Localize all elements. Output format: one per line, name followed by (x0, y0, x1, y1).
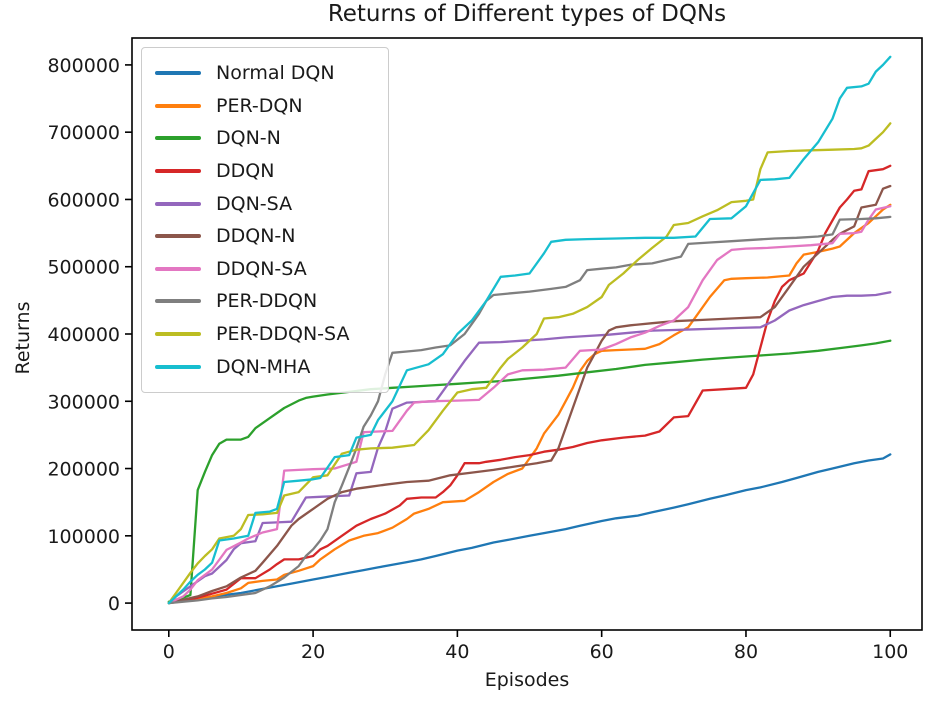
legend-swatch (155, 234, 201, 239)
chart-title: Returns of Different types of DQNs (327, 1, 727, 27)
legend: Normal DQN PER-DQN DQN-N DDQN DQN-SA DDQ… (141, 47, 389, 393)
legend-item: PER-DDQN (155, 285, 375, 318)
legend-swatch (155, 266, 201, 271)
legend-item: DDQN (155, 155, 375, 188)
y-tick-label: 400000 (47, 324, 120, 346)
y-tick-label: 0 (108, 593, 120, 615)
y-tick-label: 700000 (47, 122, 120, 144)
legend-item: DDQN-SA (155, 253, 375, 286)
x-tick-label: 40 (445, 641, 469, 663)
legend-item: Normal DQN (155, 57, 375, 90)
legend-label: Normal DQN (216, 62, 335, 85)
legend-item: PER-DDQN-SA (155, 318, 375, 351)
legend-label: DQN-MHA (216, 355, 311, 378)
legend-item: DQN-N (155, 122, 375, 155)
y-axis-label: Returns (12, 301, 34, 375)
x-tick-label: 100 (872, 641, 908, 663)
series-line-per-ddqn-sa (167, 122, 892, 605)
legend-item: DQN-SA (155, 187, 375, 220)
legend-label: DQN-N (216, 127, 281, 150)
legend-swatch (155, 71, 201, 76)
y-tick-label: 600000 (47, 189, 120, 211)
legend-swatch (155, 332, 201, 337)
legend-item: DQN-MHA (155, 350, 375, 383)
legend-label: PER-DDQN-SA (216, 323, 350, 346)
series-line-ddqn-n (167, 184, 892, 605)
series-line-normal-dqn (167, 453, 892, 605)
x-tick-label: 60 (590, 641, 614, 663)
legend-swatch (155, 103, 201, 108)
legend-item: PER-DQN (155, 90, 375, 123)
legend-label: PER-DDQN (216, 290, 318, 313)
legend-label: DDQN-SA (216, 257, 307, 280)
series-line-dqn-sa (167, 291, 892, 605)
legend-label: PER-DQN (216, 94, 303, 117)
y-tick-label: 100000 (47, 526, 120, 548)
series-line-dqn-n (167, 339, 892, 603)
x-tick-label: 80 (734, 641, 758, 663)
series-line-dqn-mha (167, 55, 892, 605)
legend-swatch (155, 201, 201, 206)
legend-swatch (155, 299, 201, 304)
y-tick-label: 800000 (47, 55, 120, 77)
series-line-ddqn (167, 164, 892, 605)
legend-swatch (155, 364, 201, 369)
series-line-per-ddqn (167, 215, 892, 605)
legend-item: DDQN-N (155, 220, 375, 253)
x-tick-label: 20 (301, 641, 325, 663)
legend-label: DDQN-N (216, 225, 296, 248)
x-axis-label: Episodes (484, 669, 570, 691)
legend-swatch (155, 169, 201, 174)
legend-label: DQN-SA (216, 192, 293, 215)
y-tick-label: 300000 (47, 391, 120, 413)
series-line-ddqn-sa (167, 205, 892, 605)
y-tick-label: 500000 (47, 257, 120, 279)
legend-swatch (155, 136, 201, 141)
y-tick-label: 200000 (47, 459, 120, 481)
x-tick-label: 0 (163, 641, 175, 663)
series-line-per-dqn (167, 203, 892, 605)
legend-label: DDQN (216, 160, 275, 183)
